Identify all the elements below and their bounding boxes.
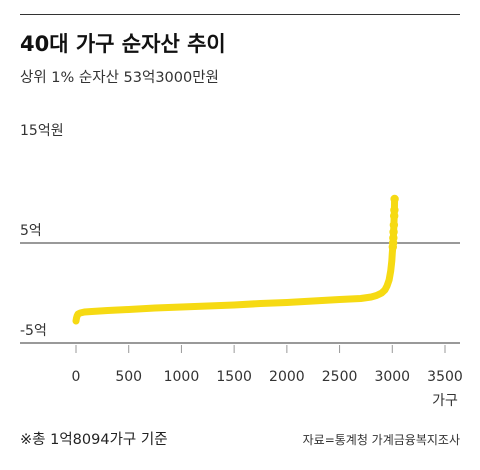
series-line — [72, 195, 399, 325]
y-tick-label: -5억 — [20, 323, 47, 339]
source-note: 자료=통계청 가계금융복지조사 — [302, 433, 460, 447]
top-rule — [20, 14, 460, 15]
data-point — [389, 211, 399, 221]
x-tick-label: 3000 — [374, 369, 410, 385]
x-tick-label: 2000 — [269, 369, 305, 385]
data-point — [390, 194, 399, 204]
data-point — [389, 220, 399, 230]
data-point — [389, 227, 398, 237]
x-tick-label: 3500 — [427, 369, 463, 385]
x-tick-label: 1000 — [164, 369, 200, 385]
x-tick-label: 0 — [72, 369, 81, 385]
y-tick-label: 15억원 — [20, 123, 64, 139]
x-tick-label: 500 — [115, 369, 142, 385]
footnote: ※총 1억8094가구 기준 — [20, 432, 168, 448]
chart-subtitle: 상위 1% 순자산 53억3000만원 — [20, 70, 219, 86]
data-point — [389, 233, 398, 243]
chart-title: 40대 가구 순자산 추이 — [20, 32, 226, 56]
x-tick-label: 2500 — [322, 369, 358, 385]
data-point — [390, 205, 399, 215]
x-axis-label: 가구 — [432, 393, 458, 409]
x-tick-label: 1500 — [216, 369, 252, 385]
y-tick-label: 5억 — [20, 223, 42, 239]
